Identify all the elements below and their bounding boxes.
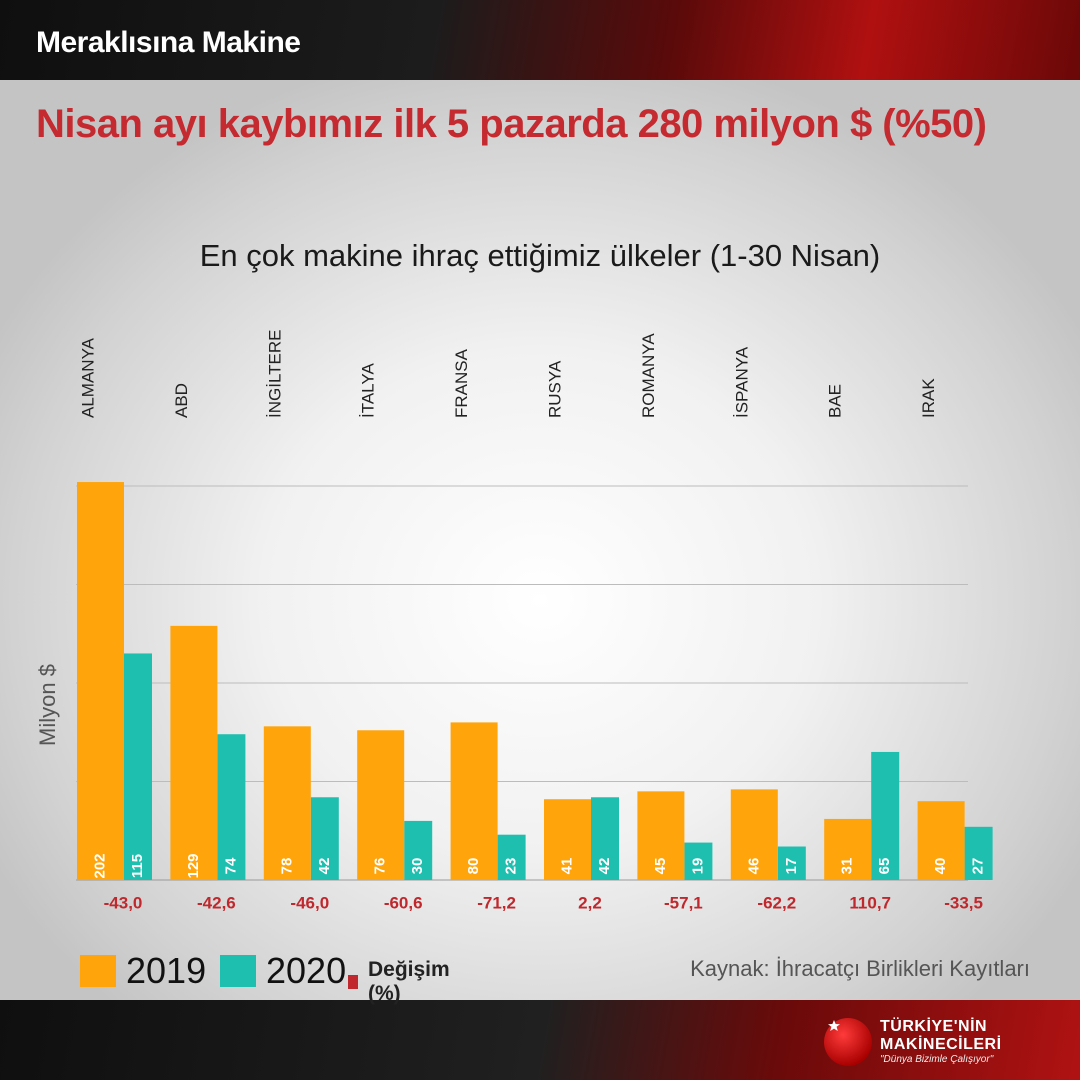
bar-2019 [170, 625, 218, 880]
bar-2019 [77, 482, 124, 880]
data-label-2020: 65 [876, 858, 893, 875]
headline: Nisan ayı kaybımız ilk 5 pazarda 280 mil… [36, 102, 987, 146]
logo-slogan: "Dünya Bizimle Çalışıyor" [880, 1054, 994, 1065]
change-label: -43,0 [104, 893, 143, 912]
logo-emblem-icon [824, 1018, 872, 1066]
chart-title: En çok makine ihraç ettiğimiz ülkeler (1… [199, 238, 881, 273]
bar-2019 [637, 791, 685, 880]
legend-item-change: Değişim (%) [348, 958, 454, 1006]
category-label: BAE [826, 384, 845, 418]
bar-2020 [404, 820, 433, 880]
data-label-2019: 129 [185, 853, 202, 878]
data-label-2019: 46 [745, 858, 762, 875]
category-label: İTALYA [359, 363, 378, 418]
data-label-2020: 115 [129, 854, 146, 878]
bar-chart: 202 115 -43,0 ALMANYA 129 74 -42,6 ABD 78 42 -46,0… [76, 330, 993, 912]
data-label-2020: 42 [596, 858, 613, 875]
data-label-2019: 41 [558, 858, 575, 875]
legend-item-2020: 2020 [220, 950, 346, 992]
change-label: -57,1 [664, 893, 703, 912]
category-label: FRANSA [452, 348, 471, 418]
bar-2019 [917, 801, 965, 880]
data-label-2020: 74 [222, 857, 239, 874]
bar-2019 [544, 799, 591, 880]
change-label: -71,2 [477, 893, 516, 912]
category-label: ALMANYA [78, 337, 97, 418]
category-label: ABD [172, 383, 191, 418]
change-label: -46,0 [290, 893, 329, 912]
legend-swatch-change [348, 975, 358, 989]
data-label-2019: 45 [652, 858, 669, 875]
data-label-2020: 30 [409, 858, 426, 875]
change-label: -60,6 [384, 893, 423, 912]
data-label-2020: 17 [783, 858, 800, 875]
bar-2020 [684, 842, 713, 880]
bar-2020 [217, 734, 246, 880]
bar-2020 [871, 751, 900, 880]
bar-2020 [124, 653, 152, 880]
legend-item-2019: 2019 [80, 950, 206, 992]
change-label: -62,2 [757, 893, 796, 912]
change-label: -33,5 [944, 893, 983, 912]
bar-2019 [730, 789, 778, 880]
data-label-2019: 40 [932, 858, 949, 875]
bar-2020 [310, 797, 339, 880]
footer-band [0, 1000, 1080, 1080]
bar-2019 [824, 818, 872, 880]
category-label: ROMANYA [639, 333, 658, 418]
category-label: İNGİLTERE [265, 330, 284, 418]
change-label: 2,2 [578, 893, 602, 912]
source-note: Kaynak: İhracatçı Birlikleri Kayıtları [690, 956, 1030, 981]
bar-2019 [357, 730, 405, 880]
logo-line2: MAKİNECİLERİ [880, 1036, 1002, 1053]
change-label: 110,7 [849, 893, 891, 912]
logo-line1: TÜRKİYE'NİN [880, 1018, 988, 1035]
data-label-2020: 19 [689, 858, 706, 875]
category-label: IRAK [919, 378, 938, 418]
data-label-2020: 23 [503, 858, 520, 875]
data-label-2019: 31 [839, 858, 856, 875]
legend-swatch-2019 [80, 955, 116, 987]
bar-2020 [497, 834, 526, 880]
data-label-2019: 76 [372, 858, 389, 875]
bar-2020 [591, 797, 619, 880]
data-label-2019: 78 [278, 858, 295, 875]
legend-label-2020: 2020 [266, 950, 347, 991]
header-band [0, 0, 1080, 80]
bar-2020 [964, 826, 993, 880]
bar-2020 [777, 846, 806, 880]
data-label-2020: 42 [316, 858, 333, 875]
data-label-2020: 27 [970, 858, 987, 875]
category-label: RUSYA [545, 360, 564, 418]
logo: TÜRKİYE'NİN MAKİNECİLERİ "Dünya Bizimle … [820, 1010, 1060, 1070]
bar-2019 [263, 726, 311, 880]
change-label: -42,6 [197, 893, 236, 912]
legend-swatch-2020 [220, 955, 256, 987]
bar-2019 [450, 722, 498, 880]
data-label-2019: 202 [91, 853, 108, 878]
header-title: Meraklısına Makine [36, 26, 301, 59]
legend-label-change: Değişim (%) [367, 958, 450, 1005]
legend-label-2019: 2019 [126, 950, 207, 991]
category-label: İSPANYA [732, 346, 751, 418]
data-label-2019: 80 [465, 858, 482, 875]
